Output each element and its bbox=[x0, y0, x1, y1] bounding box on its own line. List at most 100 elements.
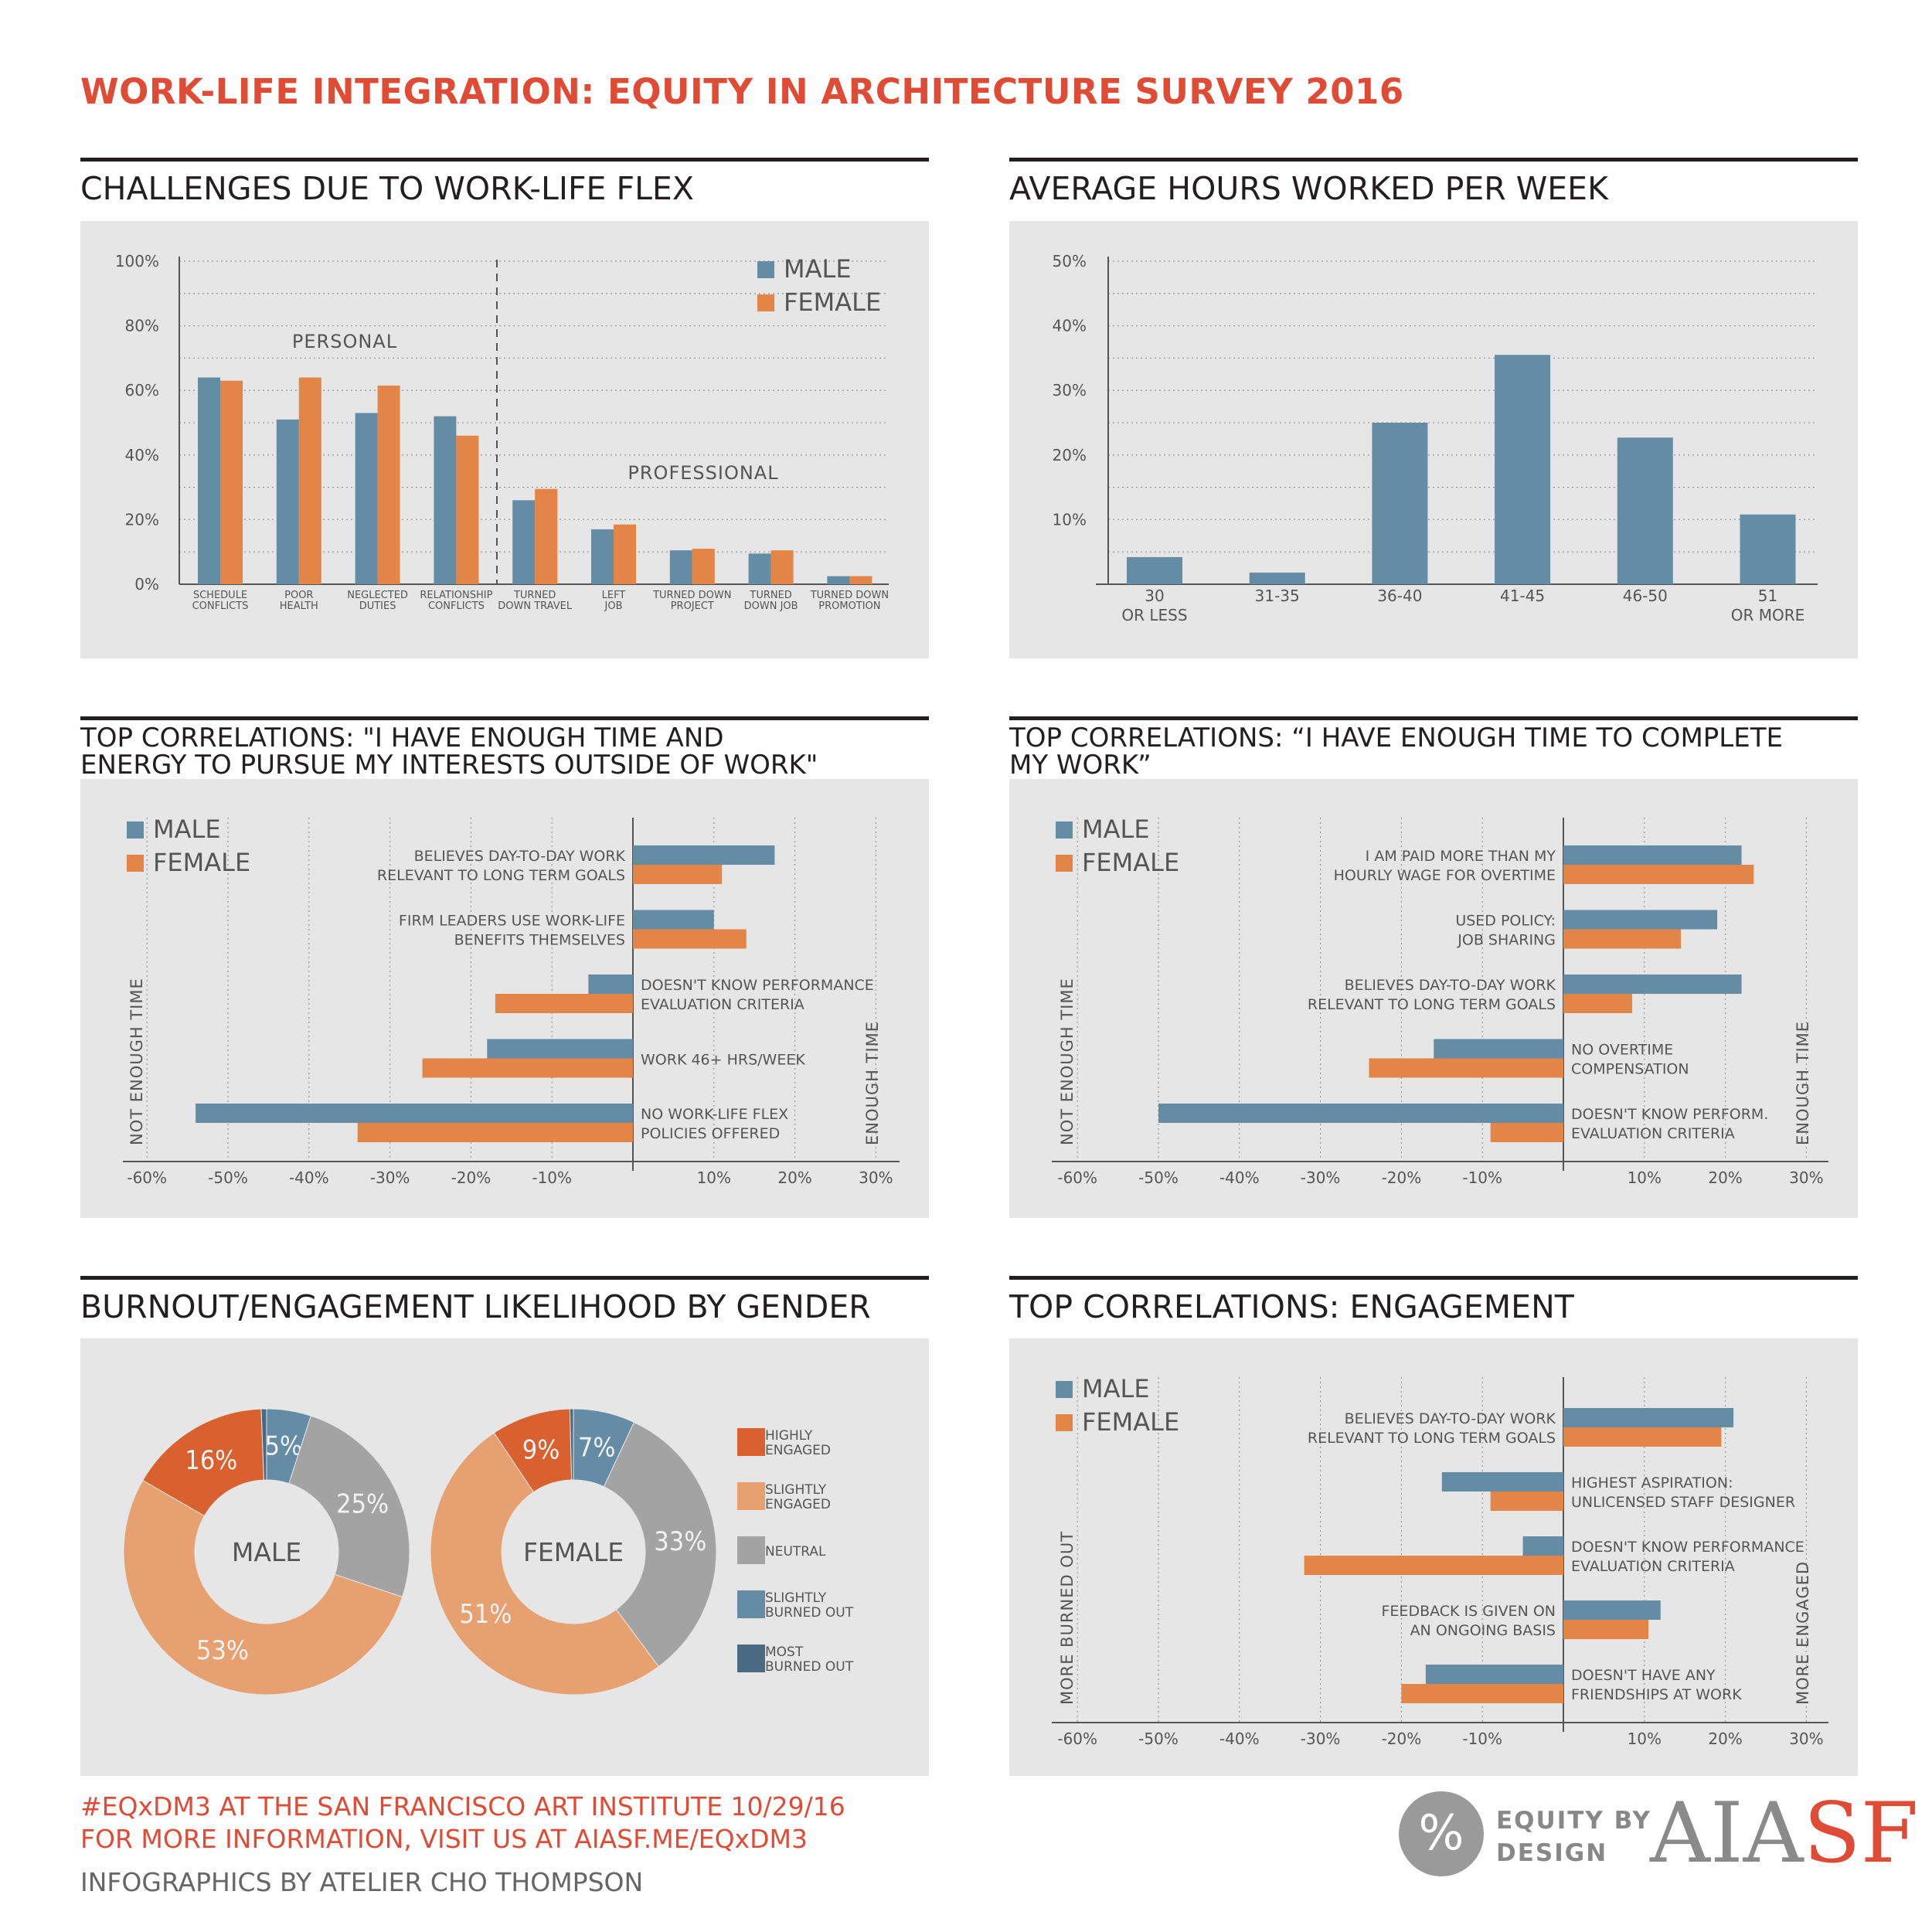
legend-label-male: MALE bbox=[1082, 815, 1150, 844]
bar-male bbox=[591, 529, 614, 584]
y-tick-label: 50% bbox=[1053, 252, 1087, 270]
section-title-line: ENERGY TO PURSUE MY INTERESTS OUTSIDE OF… bbox=[80, 750, 818, 781]
x-tick-label: DUTIES bbox=[359, 600, 396, 612]
bar-label: BELIEVES DAY-TO-DAY WORK bbox=[1345, 977, 1556, 994]
bar-label: COMPENSATION bbox=[1571, 1061, 1689, 1078]
legend-label: BURNED OUT bbox=[765, 1605, 854, 1621]
corr-energy-chart: -60% -50% -40% -30% -20% -10% 10% 20% 30% MALE FEM… bbox=[123, 815, 900, 1187]
x-tick-label: OR MORE bbox=[1731, 606, 1805, 624]
x-tick-label: -30% bbox=[370, 1168, 410, 1187]
chart-panel-burnout: 5% 25% 53% 16% MALE 7% 33% 51% 9% FEMALE HIGHLY ENG… bbox=[80, 1338, 929, 1776]
bar-label: AN ONGOING BASIS bbox=[1410, 1622, 1556, 1639]
y-tick-label: 100% bbox=[115, 252, 159, 270]
bar-female bbox=[1304, 1556, 1563, 1575]
bar-male bbox=[1563, 910, 1718, 930]
bar-male bbox=[1563, 975, 1742, 994]
chart-panel-engagement: -60% -50% -40% -30% -20% -10% 10% 20% 30% MALE FEM… bbox=[1009, 1338, 1858, 1776]
aiasf-logo: AIASF bbox=[1650, 1791, 1919, 1876]
x-tick-label: 30% bbox=[859, 1168, 893, 1187]
x-tick-label: -40% bbox=[1219, 1730, 1260, 1748]
bar-female bbox=[849, 576, 872, 584]
bar-male bbox=[633, 910, 714, 930]
bar-label: NO OVERTIME bbox=[1571, 1042, 1673, 1059]
x-tick-label: -10% bbox=[1462, 1730, 1502, 1748]
legend-label: SLIGHTLY bbox=[765, 1590, 827, 1606]
axis-label-left: MORE BURNED OUT bbox=[1058, 1531, 1077, 1705]
bar-label: EVALUATION CRITERIA bbox=[1571, 1125, 1735, 1142]
bar-female bbox=[220, 380, 243, 584]
bar-label: RELEVANT TO LONG TERM GOALS bbox=[377, 867, 625, 884]
legend-label: HIGHLY bbox=[765, 1428, 813, 1444]
y-tick-label: 40% bbox=[1053, 317, 1087, 335]
x-tick-label: -60% bbox=[1057, 1730, 1097, 1748]
x-tick-label: -20% bbox=[451, 1168, 492, 1187]
logo-text-line: DESIGN bbox=[1496, 1839, 1608, 1867]
section-rule bbox=[1009, 716, 1858, 720]
slice-label: 9% bbox=[522, 1434, 560, 1465]
bar-male bbox=[827, 576, 850, 584]
logo-part: AIA bbox=[1650, 1785, 1804, 1882]
legend-swatch bbox=[737, 1482, 765, 1510]
x-tick-label: 46-50 bbox=[1623, 587, 1668, 605]
bar-label: BELIEVES DAY-TO-DAY WORK bbox=[1345, 1410, 1556, 1427]
bar bbox=[1249, 572, 1305, 584]
bar-label: FIRM LEADERS USE WORK-LIFE bbox=[399, 913, 625, 930]
bar-label: UNLICENSED STAFF DESIGNER bbox=[1571, 1494, 1795, 1511]
bar-male bbox=[434, 416, 457, 584]
bar-label: HOURLY WAGE FOR OVERTIME bbox=[1334, 867, 1556, 884]
legend-swatch bbox=[737, 1428, 765, 1456]
bar-label: DOESN'T KNOW PERFORMANCE bbox=[1571, 1539, 1804, 1556]
bar-female bbox=[633, 929, 747, 949]
x-tick-label: 20% bbox=[1708, 1730, 1742, 1748]
x-tick-label: -30% bbox=[1301, 1168, 1341, 1187]
bar bbox=[1495, 355, 1551, 584]
bar-label: DOESN'T HAVE ANY bbox=[1571, 1667, 1716, 1684]
bar bbox=[1372, 423, 1428, 584]
bar-female bbox=[614, 524, 636, 584]
corr-time-chart: -60% -50% -40% -30% -20% -10% 10% 20% 30% MALE FEM… bbox=[1052, 815, 1828, 1187]
y-tick-label: 30% bbox=[1053, 381, 1087, 400]
bar-male bbox=[1563, 1600, 1661, 1620]
bar-female bbox=[692, 549, 715, 584]
logo-text-line: EQUITY BY bbox=[1496, 1807, 1652, 1835]
legend-label: ENGAGED bbox=[765, 1497, 831, 1512]
section-rule bbox=[1009, 158, 1858, 162]
x-tick-label: 10% bbox=[1628, 1168, 1662, 1187]
bar-male bbox=[1563, 845, 1742, 865]
chart-panel-corr-time: -60% -50% -40% -30% -20% -10% 10% 20% 30% MALE FEM… bbox=[1009, 779, 1858, 1218]
y-tick-label: 40% bbox=[125, 446, 159, 464]
bar-female bbox=[298, 377, 321, 584]
bar-female bbox=[495, 994, 633, 1013]
slice-label: 7% bbox=[578, 1432, 616, 1463]
bar bbox=[1617, 437, 1673, 584]
bar-male bbox=[276, 419, 299, 584]
x-tick-label: POOR bbox=[284, 590, 313, 601]
bar-female bbox=[1369, 1058, 1563, 1078]
legend-label-male: MALE bbox=[153, 815, 221, 844]
logo-part: SF bbox=[1803, 1785, 1919, 1882]
legend-swatch-female bbox=[127, 855, 144, 872]
percent-icon: % bbox=[1399, 1791, 1484, 1876]
footer-link[interactable]: FOR MORE INFORMATION, VISIT US AT AIASF.… bbox=[80, 1824, 808, 1854]
x-tick-label: DOWN JOB bbox=[744, 600, 798, 612]
y-tick-label: 80% bbox=[125, 317, 159, 335]
x-tick-label: TURNED DOWN bbox=[652, 590, 731, 601]
legend-label: MOST bbox=[765, 1645, 804, 1660]
legend-label: NEUTRAL bbox=[765, 1544, 826, 1560]
bar-male bbox=[1434, 1039, 1563, 1059]
x-tick-label: 20% bbox=[1708, 1168, 1742, 1187]
x-tick-label: -50% bbox=[208, 1168, 248, 1187]
x-tick-label: PROJECT bbox=[671, 600, 714, 612]
chart-panel-challenges: 0% 20% 40% 60% 80% 100% SCHEDULE CONFLICTS POOR H… bbox=[80, 221, 929, 658]
donut-center-label: FEMALE bbox=[523, 1537, 624, 1567]
bar-label: HIGHEST ASPIRATION: bbox=[1571, 1475, 1733, 1492]
x-tick-label: -10% bbox=[1462, 1168, 1502, 1187]
x-tick-label: DOWN TRAVEL bbox=[498, 600, 573, 612]
legend-label-male: MALE bbox=[784, 254, 852, 284]
donut-slice bbox=[142, 1408, 264, 1517]
bar-female bbox=[1563, 929, 1681, 949]
y-tick-label: 0% bbox=[134, 575, 159, 594]
y-tick-label: 60% bbox=[125, 381, 159, 400]
bar-label: USED POLICY: bbox=[1455, 913, 1556, 930]
section-title-corr-energy: TOP CORRELATIONS: "I HAVE ENOUGH TIME AN… bbox=[80, 725, 818, 779]
